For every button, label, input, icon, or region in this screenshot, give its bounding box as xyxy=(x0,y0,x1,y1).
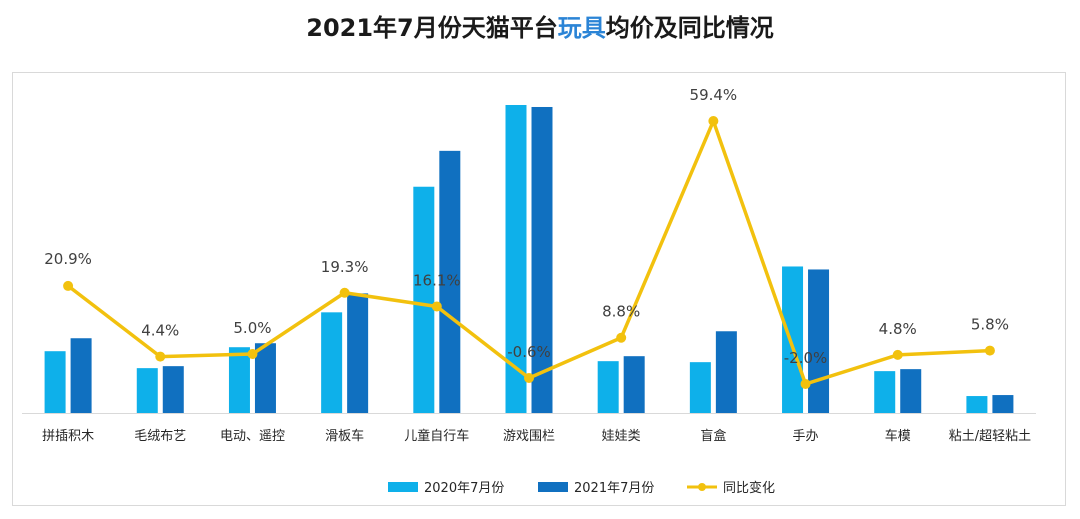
yoy-data-label-9: 4.8% xyxy=(879,320,917,338)
x-tick-label-9: 车模 xyxy=(885,428,911,444)
yoy-data-label-2: 5.0% xyxy=(233,319,271,337)
bar-2020-0 xyxy=(44,351,66,413)
bar-2020-3 xyxy=(321,312,343,413)
legend-marker-2 xyxy=(698,483,706,491)
legend-swatch-0 xyxy=(388,482,418,492)
x-tick-label-1: 毛绒布艺 xyxy=(134,429,186,444)
bar-2021-8 xyxy=(808,269,830,413)
bar-2021-6 xyxy=(623,356,645,413)
chart-title-highlight: 玩具 xyxy=(557,14,606,42)
bar-2020-8 xyxy=(782,266,804,413)
bar-2021-9 xyxy=(900,369,922,413)
yoy-point-6 xyxy=(616,332,627,343)
legend-swatch-1 xyxy=(538,482,568,492)
x-tick-label-4: 儿童自行车 xyxy=(404,428,469,444)
x-tick-label-6: 娃娃类 xyxy=(602,429,641,444)
bar-2020-7 xyxy=(689,362,711,413)
yoy-point-0 xyxy=(63,280,74,291)
yoy-point-8 xyxy=(800,379,811,389)
yoy-point-10 xyxy=(984,345,995,356)
bar-2020-1 xyxy=(136,368,158,413)
bar-2020-4 xyxy=(413,186,435,413)
yoy-point-1 xyxy=(155,351,166,362)
bar-2021-10 xyxy=(992,395,1014,413)
bar-2021-7 xyxy=(715,331,737,413)
bar-2020-5 xyxy=(505,104,527,414)
legend-label-1: 2021年7月份 xyxy=(574,481,654,496)
x-tick-label-10: 粘土/超轻粘土 xyxy=(949,429,1031,444)
legend-label-2: 同比变化 xyxy=(723,480,775,496)
bar-2021-3 xyxy=(347,293,369,413)
x-tick-label-3: 滑板车 xyxy=(325,428,364,444)
yoy-point-7 xyxy=(708,116,719,126)
x-tick-label-7: 盲盒 xyxy=(700,428,726,444)
legend-label-0: 2020年7月份 xyxy=(424,481,504,496)
yoy-data-label-6: 8.8% xyxy=(602,303,640,321)
x-tick-label-2: 电动、遥控 xyxy=(220,429,285,444)
yoy-data-label-10: 5.8% xyxy=(971,316,1009,334)
bar-2021-0 xyxy=(70,338,92,413)
yoy-point-9 xyxy=(892,349,903,360)
yoy-point-4 xyxy=(431,301,442,312)
bar-2020-10 xyxy=(966,396,988,413)
bar-2020-2 xyxy=(228,347,250,413)
bar-2020-6 xyxy=(597,361,619,413)
bar-2021-2 xyxy=(254,343,276,413)
x-tick-label-8: 手办 xyxy=(793,429,819,444)
yoy-data-label-4: 16.1% xyxy=(413,271,461,289)
chart-title-prefix: 2021年7月份天猫平台 xyxy=(306,14,558,42)
x-tick-label-5: 游戏围栏 xyxy=(503,429,555,444)
yoy-point-2 xyxy=(247,349,258,360)
chart-title: 2021年7月份天猫平台玩具均价及同比情况 xyxy=(0,10,1080,46)
yoy-data-label-8: -2.0% xyxy=(784,349,828,367)
bar-2021-1 xyxy=(162,366,184,413)
bar-2021-4 xyxy=(439,150,461,413)
bar-2020-9 xyxy=(874,371,896,413)
x-tick-label-0: 拼插积木 xyxy=(42,429,94,444)
yoy-data-label-5: -0.6% xyxy=(507,343,551,361)
yoy-point-3 xyxy=(339,287,350,298)
bar-2021-5 xyxy=(531,106,553,413)
yoy-data-label-0: 20.9% xyxy=(44,250,92,268)
yoy-data-label-1: 4.4% xyxy=(141,322,179,340)
yoy-point-5 xyxy=(524,373,534,384)
chart-title-suffix: 均价及同比情况 xyxy=(605,14,774,42)
yoy-data-label-7: 59.4% xyxy=(690,86,738,104)
yoy-data-label-3: 19.3% xyxy=(321,258,369,276)
